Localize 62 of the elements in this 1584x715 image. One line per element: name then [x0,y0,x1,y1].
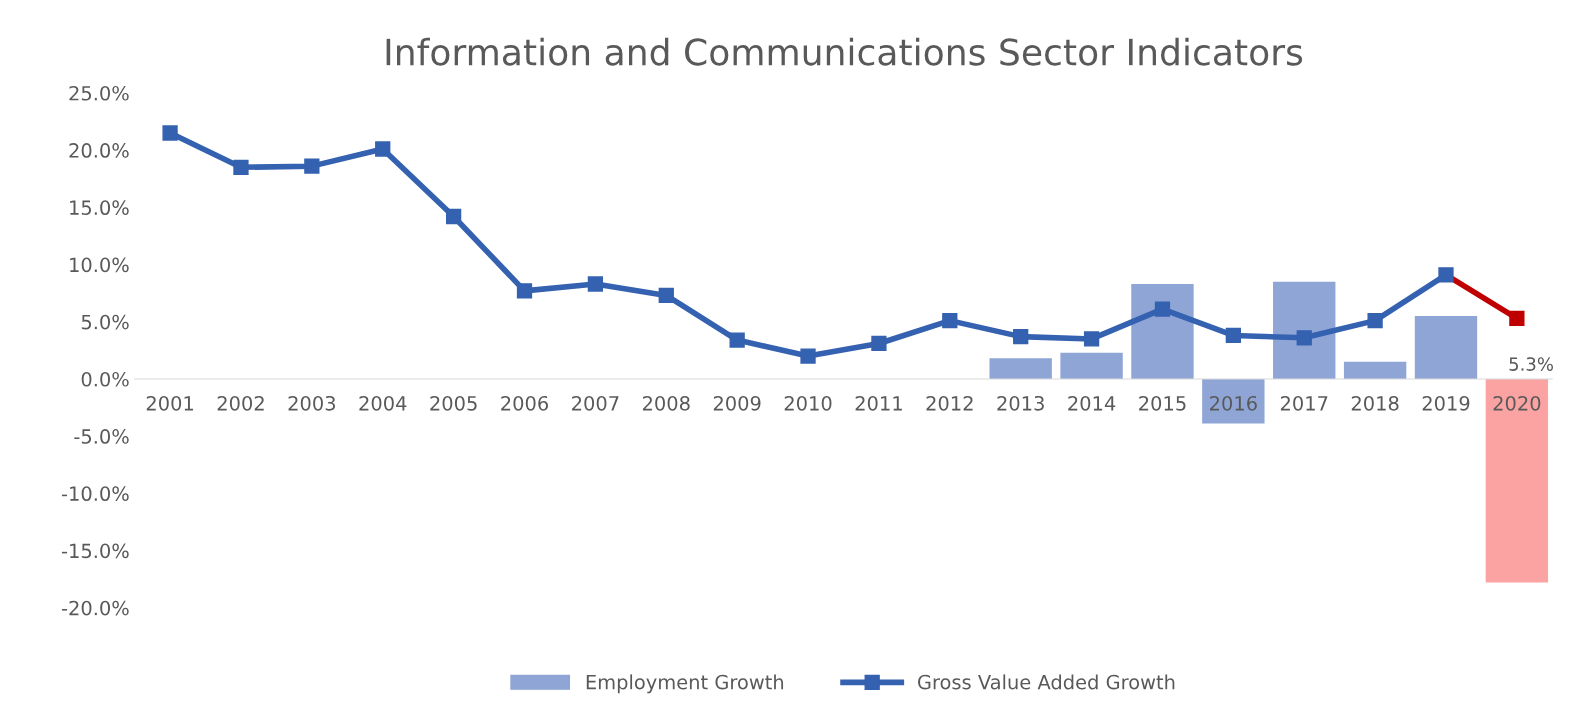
bar [1202,378,1265,424]
y-tick-label: -10.0% [61,486,129,502]
x-tick-label: 2012 [926,395,973,411]
point [729,332,745,348]
point [1013,328,1029,345]
legend-label: Employment Growth [586,674,784,694]
bar [989,358,1052,379]
point [1367,312,1383,329]
legend-label: Gross Value Added Growth [917,674,1175,690]
point [658,287,674,304]
y-tick-label: -15.0% [61,543,129,559]
x-tick-label: 2010 [784,395,832,411]
bar [1414,316,1478,379]
x-tick-label: 2018 [1351,395,1399,411]
x-tick-label: 2006 [501,395,549,411]
x-tick-label: 2014 [1068,395,1116,411]
x-tick-label: 2009 [713,395,761,411]
x-tick-label: 2005 [430,395,477,411]
point [233,159,249,175]
point [375,141,391,157]
point [800,348,816,364]
x-tick-label: 2001 [146,395,194,411]
bar [1060,352,1123,379]
x-tick-label: 2020 [1493,395,1541,411]
y-tick-label: 25.0% [69,85,129,101]
point [871,335,887,352]
x-tick-label: 2004 [359,395,407,411]
y-tick-label: 15.0% [70,200,129,216]
point [1296,330,1312,346]
chart-title: Information and Communications Sector Indicators [386,37,1303,66]
y-tick-label: 10.0% [70,257,129,273]
x-tick-label: 2003 [288,395,336,411]
point [587,276,604,292]
x-tick-label: 2011 [855,395,902,411]
point [162,125,178,141]
y-tick-label: 0.0% [81,371,129,387]
point [1509,310,1525,326]
bar [1343,361,1407,379]
x-tick-label: 2007 [572,395,619,411]
x-tick-label: 2019 [1422,395,1470,411]
bar [1485,378,1549,583]
x-tick-label: 2008 [642,395,690,411]
x-tick-label: 2016 [1210,395,1257,411]
point [1083,331,1100,347]
point [1438,267,1454,283]
y-tick-label: -20.0% [61,600,129,616]
x-tick-label: 2017 [1280,395,1328,411]
data-label: 5.3% [1509,357,1553,371]
y-tick-label: 20.0% [69,143,129,158]
x-tick-label: 2015 [1139,395,1186,411]
bar [1273,281,1336,379]
x-tick-label: 2002 [217,395,264,411]
point [304,158,320,174]
bar [1131,284,1194,379]
y-tick-label: 5.0% [81,314,129,330]
y-tick-label: -5.0% [74,429,129,444]
point [1225,327,1241,344]
point [516,283,533,299]
point [1154,301,1171,317]
point [942,312,958,329]
point [445,208,462,225]
x-tick-label: 2013 [997,395,1044,411]
